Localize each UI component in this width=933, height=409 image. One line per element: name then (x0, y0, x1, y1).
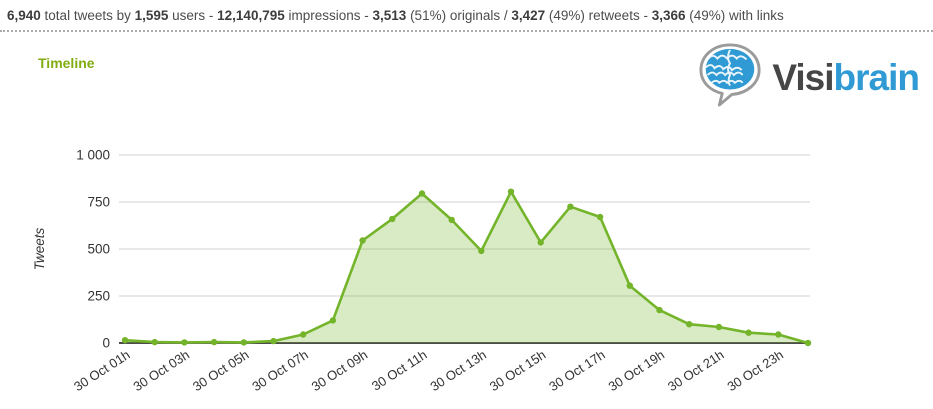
stats-text: 6,940 total tweets by 1,595 users - 12,1… (7, 8, 784, 23)
data-point[interactable] (804, 339, 812, 347)
data-point[interactable] (389, 215, 396, 223)
stat-value: 12,140,795 (217, 8, 285, 23)
x-tick-label: 30 Oct 01h (71, 347, 133, 394)
stat-value: 3,366 (651, 8, 686, 23)
x-tick-label: 30 Oct 07h (249, 347, 311, 394)
logo-word-secondary: brain (833, 57, 920, 98)
data-point[interactable] (448, 216, 455, 224)
data-point[interactable] (270, 337, 277, 345)
x-tick-label: 30 Oct 11h (369, 347, 430, 394)
x-tick-label: 30 Oct 17h (546, 347, 608, 394)
stat-label: (49%) retweets - (545, 8, 652, 23)
data-point[interactable] (478, 247, 485, 255)
data-point[interactable] (537, 239, 544, 246)
stat-label: (51%) originals / (406, 8, 512, 23)
data-point[interactable] (210, 338, 218, 346)
x-tick-label: 30 Oct 09h (309, 347, 371, 394)
stat-label: users - (168, 8, 218, 23)
data-point[interactable] (418, 190, 426, 197)
x-tick-label: 30 Oct 19h (606, 347, 668, 394)
page-title: Timeline (38, 55, 95, 71)
x-tick-label: 30 Oct 03h (131, 347, 193, 394)
data-point[interactable] (507, 188, 515, 195)
data-point[interactable] (626, 282, 633, 289)
stat-value: 1,595 (134, 8, 169, 23)
stat-value: 3,513 (372, 8, 407, 23)
stat-label: (49%) with links (685, 8, 784, 23)
data-point[interactable] (181, 339, 188, 346)
y-tick-label: 750 (87, 195, 110, 210)
data-point[interactable] (329, 317, 337, 324)
y-axis-title: Tweets (32, 227, 47, 270)
stat-label: impressions - (284, 8, 373, 23)
data-point[interactable] (240, 339, 247, 346)
logo-word-primary: Visi (772, 57, 834, 98)
data-point[interactable] (686, 321, 693, 328)
x-tick-label: 30 Oct 13h (427, 347, 489, 394)
y-tick-label: 1 000 (76, 148, 110, 163)
stats-bar: 6,940 total tweets by 1,595 users - 12,1… (0, 0, 933, 32)
x-tick-label: 30 Oct 05h (190, 347, 252, 394)
stat-value: 3,427 (511, 8, 546, 23)
y-tick-label: 250 (87, 289, 110, 304)
timeline-chart: 0 250 500 750 1 000 Tweets 30 Oct 01h 30 Oct 03… (0, 130, 933, 409)
data-point[interactable] (567, 203, 574, 210)
data-point[interactable] (745, 329, 752, 336)
stat-value: 6,940 (7, 8, 41, 23)
data-point[interactable] (715, 323, 723, 331)
x-tick-label: 30 Oct 21h (665, 347, 727, 394)
series-line (123, 190, 810, 345)
logo-wordmark: Visibrain (772, 57, 920, 98)
visibrain-logo[interactable]: Visibrain (698, 42, 920, 113)
y-tick-label: 500 (87, 242, 110, 257)
y-tick-label: 0 (102, 336, 110, 351)
data-point[interactable] (151, 338, 158, 346)
x-tick-label: 30 Oct 15h (487, 347, 549, 394)
brain-speech-bubble-icon (698, 42, 762, 113)
x-tick-label: 30 Oct 23h (724, 347, 786, 394)
data-point[interactable] (656, 306, 663, 314)
stat-label: total tweets by (40, 8, 135, 23)
area-fill (125, 191, 808, 343)
data-point[interactable] (596, 213, 604, 221)
data-point[interactable] (359, 237, 366, 244)
data-point[interactable] (300, 331, 307, 338)
data-point[interactable] (775, 331, 782, 338)
data-point[interactable] (121, 337, 129, 344)
